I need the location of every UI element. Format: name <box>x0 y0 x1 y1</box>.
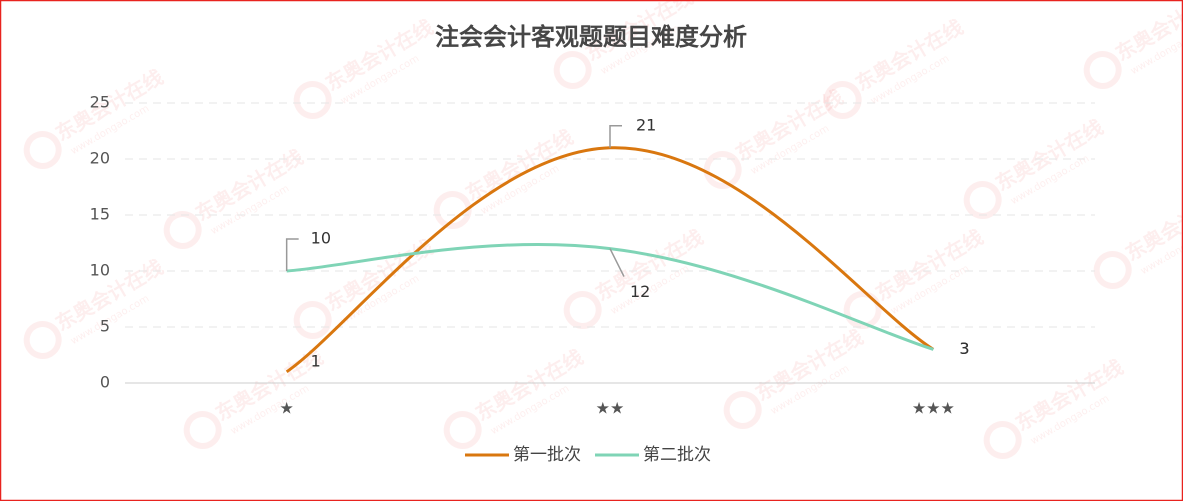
y-tick-label: 5 <box>100 317 110 336</box>
y-tick-label: 10 <box>90 261 110 280</box>
leader-line <box>285 238 299 271</box>
data-label: 21 <box>636 115 656 134</box>
y-tick-label: 25 <box>90 93 110 112</box>
y-tick-label: 20 <box>90 149 110 168</box>
legend-label: 第二批次 <box>643 445 711 465</box>
leader-line <box>609 248 625 277</box>
watermark-logo <box>293 81 332 119</box>
leader-line <box>609 125 622 148</box>
watermark-logo <box>983 421 1022 459</box>
watermark-logo <box>293 301 332 339</box>
watermark-logo <box>553 51 592 89</box>
watermark-logo <box>163 211 202 249</box>
watermark-logo <box>183 411 222 449</box>
watermark-logo <box>823 81 862 119</box>
watermark-logo <box>963 181 1002 219</box>
y-tick-label: 0 <box>100 373 110 392</box>
y-tick-label: 15 <box>90 205 110 224</box>
watermark-logo <box>1093 251 1132 289</box>
watermark-logo <box>443 411 482 449</box>
watermark-logo <box>433 191 472 229</box>
x-tick-label: ★ <box>279 399 293 418</box>
x-tick-label: ★★★ <box>912 399 955 418</box>
watermark-logo <box>1083 51 1122 89</box>
chart-title: 注会会计客观题题目难度分析 <box>435 23 747 51</box>
watermark-logo <box>563 291 602 329</box>
data-label: 3 <box>959 339 969 358</box>
x-tick-label: ★★ <box>596 399 625 418</box>
legend-label: 第一批次 <box>513 445 581 465</box>
watermark-logo <box>23 131 62 169</box>
data-label: 12 <box>630 282 650 301</box>
watermark-logo <box>23 321 62 359</box>
data-label: 1 <box>311 351 321 370</box>
data-label: 3 <box>959 339 969 358</box>
watermark-logo <box>723 391 762 429</box>
data-label: 10 <box>311 229 331 248</box>
